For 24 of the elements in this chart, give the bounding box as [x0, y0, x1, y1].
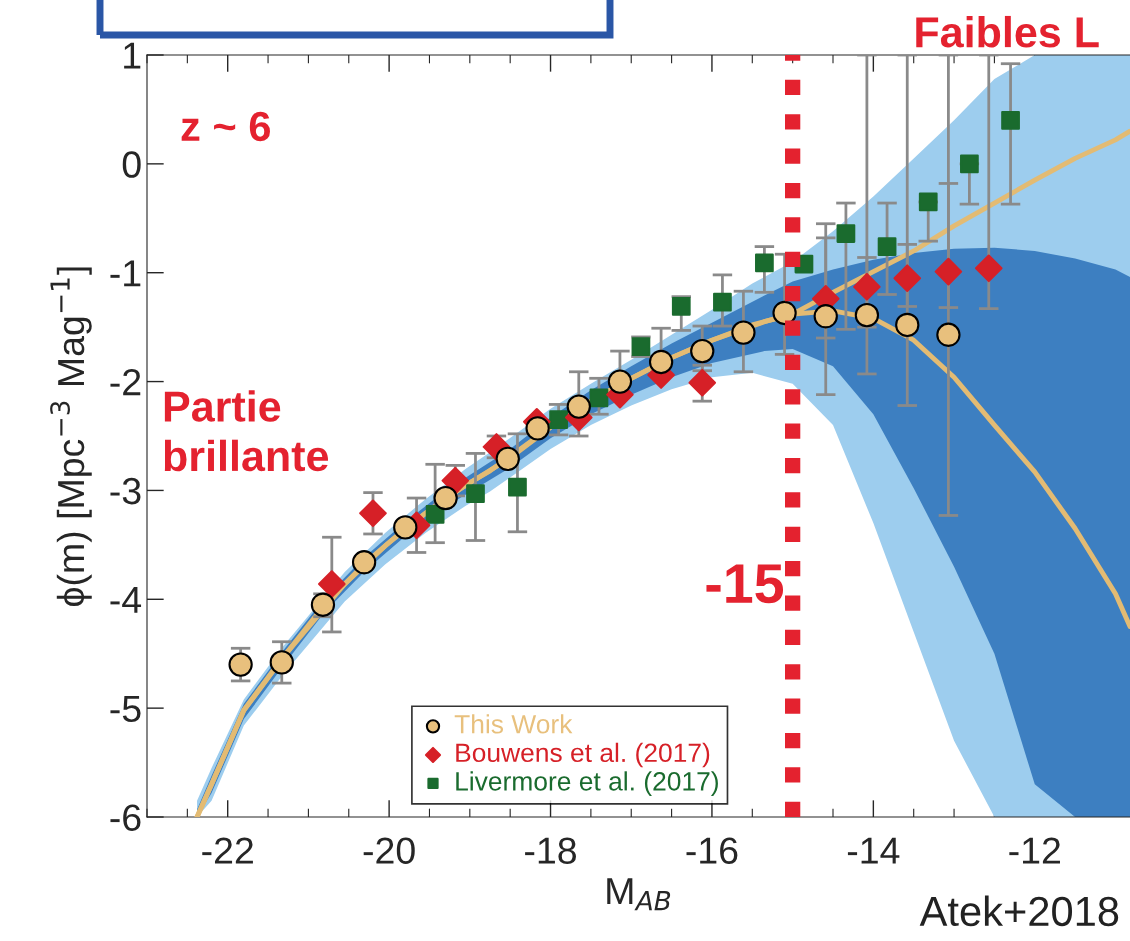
annotation: z ~ 6 — [181, 111, 270, 142]
y-axis-title: ϕ(m) [Mpc$^{−3}$ Mag$^{−1}$] — [50, 267, 92, 607]
x-tick-label: -22 — [202, 837, 253, 864]
annotation: Partie brillante — [164, 390, 328, 472]
legend-label: This Work — [454, 714, 573, 734]
x-tick-label: -18 — [525, 837, 576, 864]
y-tick-label: 1 — [124, 42, 141, 69]
y-tick-label: -6 — [110, 804, 141, 831]
x-axis-title: M$_{AB}$ — [607, 878, 671, 911]
legend-label: Bouwens et al. (2017) — [456, 742, 710, 768]
y-tick-label: 0 — [122, 151, 141, 178]
legend-label: Livermore et al. (2017) — [456, 771, 718, 796]
x-tick-label: -20 — [363, 837, 415, 864]
y-tick-label: -1 — [110, 260, 141, 287]
x-tick-label: -16 — [686, 837, 738, 864]
x-tick-label: -14 — [847, 837, 900, 864]
y-tick-label: -4 — [110, 587, 142, 613]
y-tick-label: -3 — [110, 477, 141, 505]
y-tick-label: -2 — [110, 368, 141, 396]
text: Atek+2018 — [919, 895, 1119, 927]
text: Faibles L — [916, 15, 1099, 48]
x-tick-label: -12 — [1009, 837, 1060, 864]
ref-line-label: -15 — [706, 564, 784, 604]
y-tick-label: -5 — [110, 695, 141, 723]
